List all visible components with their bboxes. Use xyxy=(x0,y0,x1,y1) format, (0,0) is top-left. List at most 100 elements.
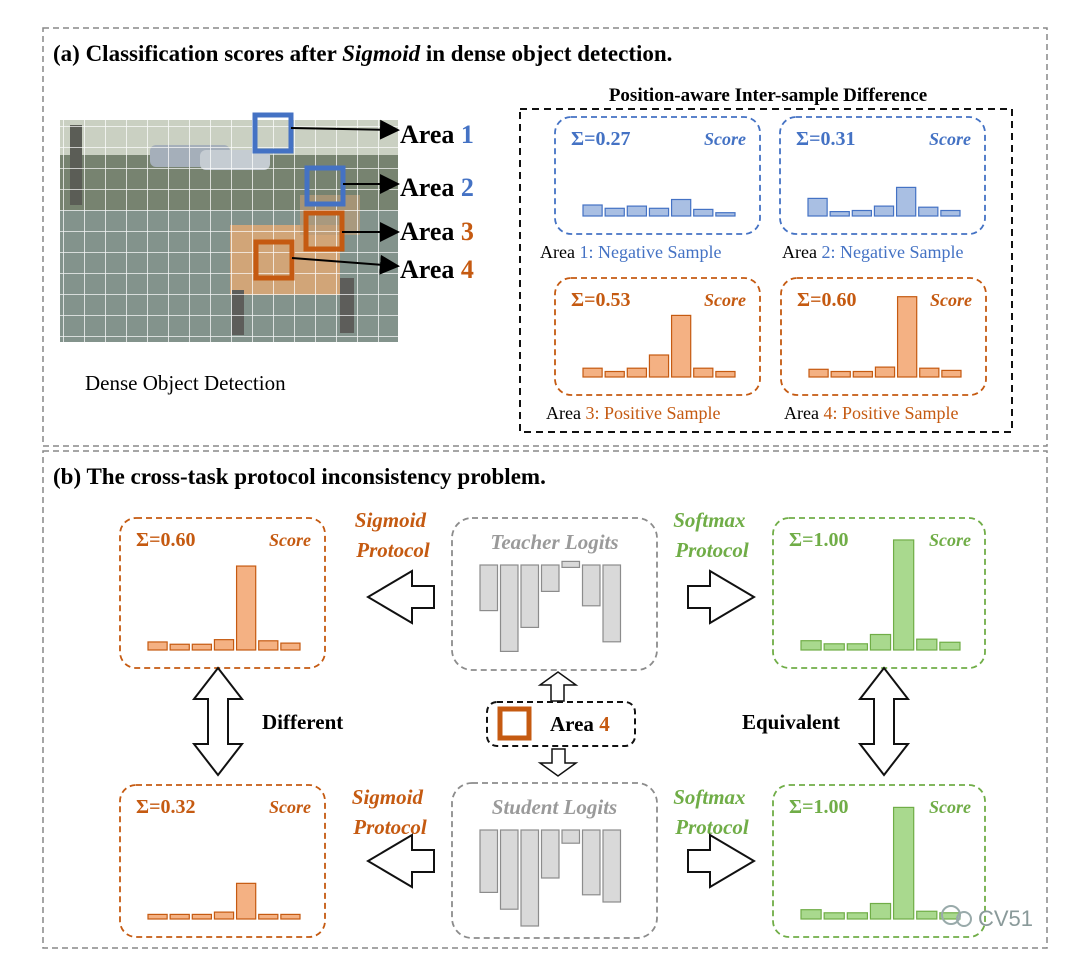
sigmoid-teacher-box-frame xyxy=(119,517,326,669)
score-box-area-3-bar xyxy=(648,354,670,378)
equivalent-label: Equivalent xyxy=(742,710,840,734)
area-2-box xyxy=(304,165,346,207)
score-box-area-3-bar xyxy=(670,314,692,378)
softmax-teacher-box-frame xyxy=(772,517,986,669)
area-label-2: Area 2 xyxy=(400,173,474,202)
score-box-area-1-score-label: Score xyxy=(704,129,746,149)
area-label-4: Area 4 xyxy=(400,255,474,284)
score-box-area-4-sum: Σ=0.60 xyxy=(797,289,856,311)
score-box-area-4-bar xyxy=(919,367,940,378)
arrow-area-1 xyxy=(290,119,400,140)
sigmoid-student-box-bar xyxy=(235,882,257,920)
sigmoid-teacher-box-bar xyxy=(169,643,190,651)
score-box-area-4-bar xyxy=(852,370,874,378)
arrow-left-top-icon xyxy=(366,569,435,625)
sigmoid-protocol-top: Sigmoid Protocol xyxy=(355,508,431,562)
sigmoid-teacher-box-bar xyxy=(191,643,213,651)
softmax-teacher-box-bar xyxy=(823,643,845,651)
student-logits-box-bar xyxy=(561,829,581,844)
score-box-area-3-sum: Σ=0.53 xyxy=(571,289,630,311)
softmax-protocol-top: Softmax Protocol xyxy=(673,508,751,562)
sigmoid-student-box: Σ=0.32 Score xyxy=(119,784,326,938)
panel-b-title: (b) The cross-task protocol inconsistenc… xyxy=(53,464,546,489)
softmax-student-box-score-label: Score xyxy=(929,797,971,817)
score-box-area-3-bar xyxy=(693,367,714,378)
area-2-caption: Area 2: Negative Sample xyxy=(782,242,963,262)
area-4-badge-box-icon xyxy=(497,706,532,741)
student-logits-box-bar xyxy=(520,829,540,927)
sigmoid-student-box-bar xyxy=(191,913,213,920)
score-box-area-1-bar xyxy=(582,204,603,217)
score-box-area-2-bar xyxy=(940,209,961,217)
area-4-badge-label: Area 4 xyxy=(550,712,610,736)
panel-a-title: (a) Classification scores after Sigmoid … xyxy=(53,41,672,66)
softmax-student-box-bar xyxy=(869,902,892,920)
softmax-teacher-box-bar xyxy=(846,643,869,651)
different-label: Different xyxy=(262,710,343,734)
sigmoid-student-box-frame xyxy=(119,784,326,938)
arrow-right-top-icon xyxy=(687,569,756,625)
sigmoid-teacher-box: Σ=0.60 Score xyxy=(119,517,326,669)
area-label-1: Area 1 xyxy=(400,120,474,149)
score-box-area-4-frame xyxy=(780,277,987,396)
softmax-student-box-bar xyxy=(846,912,869,920)
panel-b-frame xyxy=(42,450,1048,949)
softmax-teacher-box-bar xyxy=(800,640,822,651)
score-box-area-1-bar xyxy=(715,212,736,217)
teacher-logits-box-bar xyxy=(499,564,519,653)
sigmoid-student-box-bar xyxy=(169,913,190,920)
inter-sample-title: Position-aware Inter-sample Difference xyxy=(609,85,927,106)
score-box-area-2-score-label: Score xyxy=(929,129,971,149)
score-box-area-2-bar xyxy=(918,206,939,217)
double-arrow-right-icon xyxy=(857,666,911,777)
score-box-area-3-bar xyxy=(626,367,648,378)
area-4-badge xyxy=(486,701,636,747)
score-box-area-1-bar xyxy=(693,208,714,217)
softmax-student-box-bar xyxy=(823,912,845,920)
score-box-area-2-sum: Σ=0.31 xyxy=(796,128,855,150)
score-box-area-3: Σ=0.53 Score xyxy=(554,277,761,396)
softmax-teacher-box-bar xyxy=(892,539,915,651)
area-1-caption: Area 1: Negative Sample xyxy=(540,242,721,262)
sigmoid-student-box-bar xyxy=(147,913,168,920)
softmax-teacher-box-bar xyxy=(916,638,938,651)
score-box-area-3-bar xyxy=(604,370,625,378)
student-logits-box-bar xyxy=(540,829,560,879)
softmax-teacher-box: Σ=1.00 Score xyxy=(772,517,986,669)
arrow-right-bottom-icon xyxy=(687,833,756,889)
student-logits-box-bar xyxy=(479,829,499,894)
student-logits-box-label: Student Logits xyxy=(492,795,617,819)
watermark: CV51 xyxy=(941,905,1033,931)
score-box-area-1-bar xyxy=(604,207,625,217)
arrow-left-bottom-icon xyxy=(366,833,435,889)
softmax-protocol-bottom: Softmax Protocol xyxy=(673,785,751,839)
teacher-logits-box-bar xyxy=(602,564,622,643)
student-logits-box-bar xyxy=(581,829,601,896)
sigmoid-student-box-bar xyxy=(258,913,279,920)
softmax-student-box-bar xyxy=(800,909,822,920)
panel-a-frame xyxy=(42,27,1048,447)
sigmoid-teacher-box-bar xyxy=(258,640,279,651)
score-box-area-1-bar xyxy=(626,205,648,217)
score-box-area-2-bar xyxy=(829,211,850,217)
teacher-logits-box-bar xyxy=(561,560,581,569)
score-box-area-2-bar xyxy=(873,205,895,217)
sigmoid-teacher-box-bar xyxy=(235,565,257,651)
area-4-box xyxy=(253,239,295,281)
area-label-3: Area 3 xyxy=(400,217,474,246)
double-arrow-left-icon xyxy=(191,666,245,777)
score-box-area-1-bar xyxy=(648,207,670,217)
softmax-student-box: Σ=1.00 Score xyxy=(772,784,986,938)
up-arrow-icon xyxy=(537,671,579,702)
softmax-teacher-box-score-label: Score xyxy=(929,530,971,550)
teacher-logits-box-bar xyxy=(520,564,540,629)
score-box-area-2: Σ=0.31 Score xyxy=(779,116,986,235)
score-box-area-2-bar xyxy=(807,197,828,217)
score-box-area-4-bar xyxy=(830,370,851,378)
down-arrow-icon xyxy=(537,748,579,777)
sigmoid-teacher-box-bar xyxy=(147,641,168,651)
softmax-student-box-sum: Σ=1.00 xyxy=(789,796,848,818)
teacher-logits-box-bar xyxy=(581,564,601,607)
score-box-area-4-bar xyxy=(896,296,918,378)
score-box-area-4-score-label: Score xyxy=(930,290,972,310)
